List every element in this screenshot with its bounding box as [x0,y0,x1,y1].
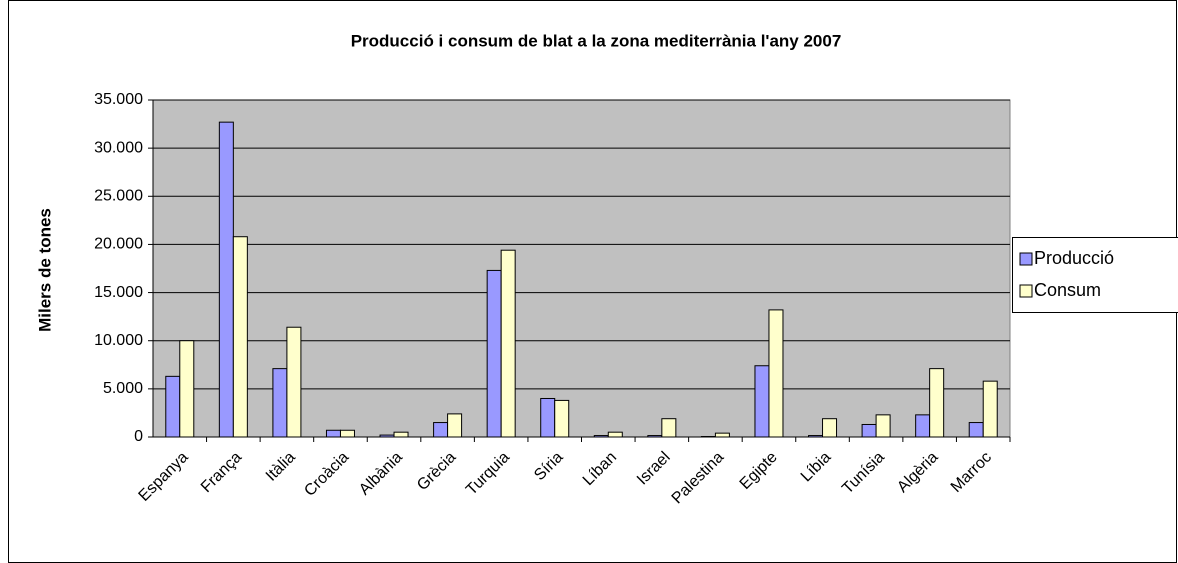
bar [875,414,891,438]
bar [554,399,570,438]
y-tick-label: 20.000 [94,236,143,253]
bar [607,431,623,438]
bar [500,249,516,438]
legend-swatch [1019,284,1033,298]
bar [540,397,556,438]
bar [754,365,770,438]
y-tick-label: 5.000 [103,380,143,397]
bar [661,418,677,438]
legend-box [1012,237,1178,313]
bar [915,414,931,438]
legend-label: Producció [1034,248,1114,268]
y-tick-label: 10.000 [94,332,143,349]
bar [165,375,181,438]
bar [393,431,409,438]
bar [179,340,195,438]
bar [861,423,877,438]
y-tick-label: 15.000 [94,284,143,301]
y-axis-label: Milers de tones [35,208,54,332]
bar [486,269,502,438]
bar [433,422,449,438]
bar [447,413,463,438]
y-tick-label: 25.000 [94,188,143,205]
y-tick-label: 30.000 [94,139,143,156]
y-tick-label: 35.000 [94,91,143,108]
bar [218,121,234,438]
bar [768,309,784,438]
bar [982,380,998,438]
bar [325,429,341,438]
legend-label: Consum [1034,280,1101,300]
bar [968,422,984,438]
bar [593,435,609,438]
bar [808,435,824,438]
bar [379,434,395,438]
bar [929,368,945,438]
bar [714,432,730,438]
y-tick-label: 0 [134,428,143,445]
bar [232,236,248,438]
bar [647,435,663,438]
bar [339,429,355,438]
bar [286,326,302,438]
chart-title: Producció i consum de blat a la zona med… [351,31,842,50]
bar [822,418,838,438]
legend-swatch [1019,252,1033,266]
bar [272,368,288,438]
